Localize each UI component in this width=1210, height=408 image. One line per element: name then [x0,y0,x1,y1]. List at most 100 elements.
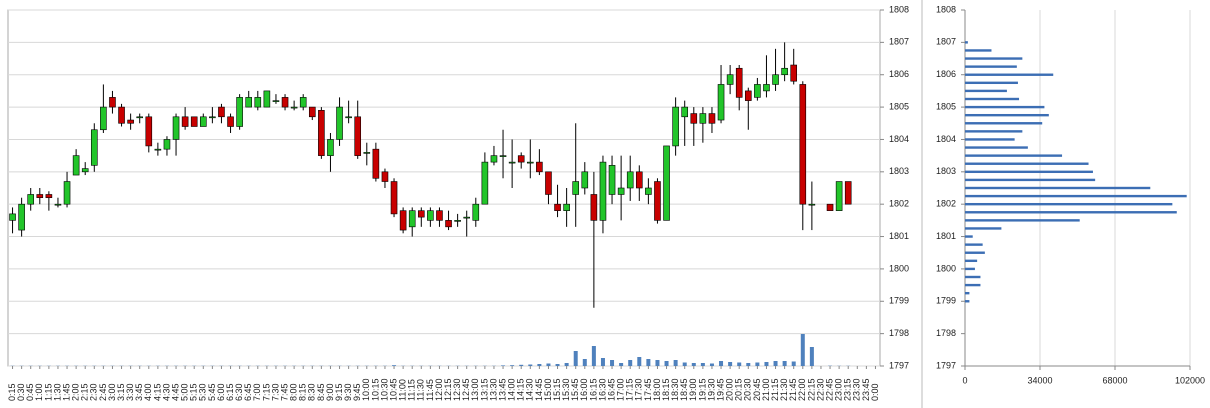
x-tick-label: 2:30 [89,383,99,401]
bar [965,194,1187,198]
y-tick-label: 1807 [889,37,909,47]
x-tick-label: 9:45 [352,383,362,401]
volume-bar [646,359,651,366]
y-tick-label: 1799 [936,296,956,306]
x-tick-label: 2:15 [80,383,90,401]
candle-body [481,161,489,205]
candle-body [263,90,271,108]
candle-body [308,106,316,118]
x-tick-label: 6:45 [243,383,253,401]
x-tick-label: 1:00 [34,383,44,401]
volume-bar [537,364,542,366]
volume-bar [737,362,742,366]
x-tick-label: 10:15 [370,378,380,401]
bar [965,138,1015,141]
candle-body [563,203,570,211]
candle-body [699,113,707,124]
candle-body [626,171,634,189]
candle-body [635,171,643,189]
x-tick-label: 16:30 [597,378,607,401]
candle-body [554,203,561,211]
y-tick-label: 1799 [889,296,909,306]
x-tick-label: 18:30 [670,378,680,401]
candle-body [844,181,852,205]
candle-body [408,210,416,228]
candle-body [118,106,125,124]
volume-bar [764,362,769,366]
volume-bar [664,361,669,366]
x-tick-label: 15:30 [561,378,571,401]
volume-bar [709,363,714,366]
x-tick-label: 5:30 [198,383,208,401]
x-tick-label: 0:30 [16,383,26,401]
volume-bar [691,363,696,366]
volume-bar [555,364,560,366]
candle-body [672,106,679,147]
bar [965,89,1007,93]
candle-body [572,181,580,195]
candle-body [254,97,262,108]
volume-bar [392,365,397,366]
x-tick-label: 10:45 [388,378,398,401]
x-tick-label: 10:30 [379,378,389,401]
candle-body [272,100,280,102]
x-tick-label: 17:00 [616,378,626,401]
x-tick-label: 1:15 [43,383,53,401]
candle-body [199,116,207,127]
candle-body [163,139,171,150]
x-tick-label: 13:15 [479,378,489,401]
candle-body [236,97,243,127]
x-tick-label: 17:45 [643,378,653,401]
candle-body [190,116,198,127]
candle-body [145,116,153,147]
x-tick-label: 14:45 [534,378,544,401]
y-tick-label: 1797 [936,360,956,370]
bar [965,41,968,44]
x-tick-label: 8:15 [298,383,308,401]
x-tick-label: 0:45 [25,383,35,401]
volume-bar [700,363,705,366]
x-tick-label: 21:45 [788,378,798,401]
candle-body [245,97,253,108]
candle-body [36,194,44,199]
x-tick-label: 14:00 [507,378,517,401]
x-tick-label: 20:15 [734,378,744,401]
y-tick-label: 1806 [889,69,909,79]
candle-body [663,145,670,221]
x-tick-label: 16:45 [606,378,616,401]
candle-body [463,216,471,219]
candle-body [218,106,225,118]
x-tick-label: 4:00 [143,383,153,401]
x-tick-label: 6:15 [225,383,235,401]
x-tick-label: 20:30 [743,378,753,401]
candle-body [18,203,25,231]
x-tick-label: 6:00 [216,383,226,401]
y-tick-label: 1797 [889,360,909,370]
volume-bar [510,365,515,366]
candle-body [536,161,543,173]
x-tick-label: 8:30 [307,383,317,401]
bar [965,170,1093,174]
x-tick-label: 3:30 [125,383,135,401]
y-tick-label: 1802 [889,199,909,209]
x-tick-label: 4:15 [152,383,162,401]
candle-body [354,116,362,156]
x-tick-label: 7:00 [252,383,262,401]
candle-body [209,116,216,119]
bar [965,113,1049,117]
volume-bar [755,362,760,366]
volume-bar [800,334,805,366]
x-tick-label: 2:45 [98,383,108,401]
bar [965,243,983,246]
candle-body [45,194,53,199]
bar [965,49,992,52]
candle-body [136,116,144,119]
volume-bar [519,364,524,366]
volume-bar [600,358,605,366]
x-tick-label: 7:15 [261,383,271,401]
candle-body [381,171,389,182]
x-tick-label: 19:45 [715,378,725,401]
candle-body [81,168,89,173]
volume-bar [682,362,687,366]
candle-body [299,97,307,108]
